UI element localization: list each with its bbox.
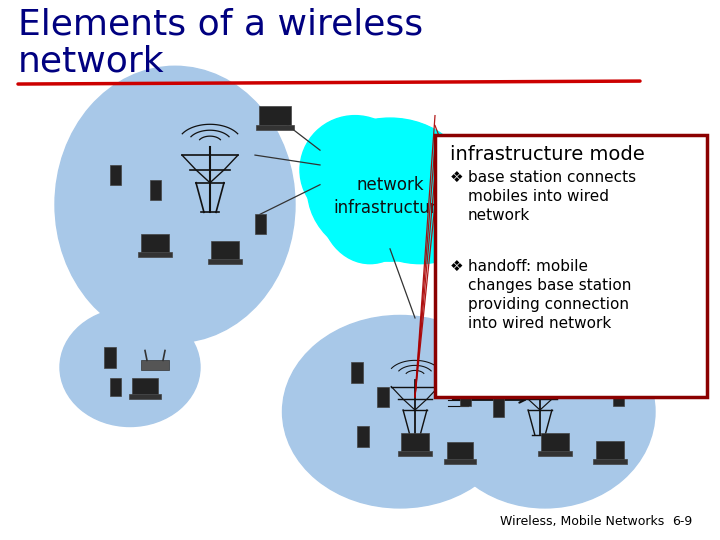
Bar xyxy=(401,434,429,451)
Ellipse shape xyxy=(320,145,420,264)
Bar xyxy=(254,214,266,234)
Bar xyxy=(109,377,120,396)
Bar xyxy=(613,388,624,406)
Text: Elements of a wireless: Elements of a wireless xyxy=(18,8,423,42)
Ellipse shape xyxy=(435,315,655,508)
Bar xyxy=(357,426,369,447)
Bar xyxy=(259,106,291,125)
Bar xyxy=(208,259,242,264)
Text: ❖: ❖ xyxy=(450,170,464,185)
Bar xyxy=(129,394,161,399)
Ellipse shape xyxy=(60,308,200,427)
Bar xyxy=(109,165,120,185)
Ellipse shape xyxy=(282,315,518,508)
Text: network
infrastructure: network infrastructure xyxy=(333,176,446,217)
Bar xyxy=(398,451,432,456)
Bar xyxy=(377,387,389,407)
Bar xyxy=(444,459,476,464)
Ellipse shape xyxy=(340,120,460,229)
Bar xyxy=(541,434,569,451)
Bar xyxy=(435,136,707,397)
Bar xyxy=(351,362,363,382)
Text: handoff: mobile
changes base station
providing connection
into wired network: handoff: mobile changes base station pro… xyxy=(468,259,631,332)
Bar xyxy=(104,347,116,368)
Ellipse shape xyxy=(300,116,410,224)
Text: base station connects
mobiles into wired
network: base station connects mobiles into wired… xyxy=(468,170,636,224)
Text: network: network xyxy=(18,44,165,78)
Bar xyxy=(496,357,508,377)
Bar xyxy=(256,125,294,131)
Ellipse shape xyxy=(355,165,485,264)
Text: Wireless, Mobile Networks: Wireless, Mobile Networks xyxy=(500,515,665,528)
Bar xyxy=(447,442,473,459)
Bar xyxy=(211,241,239,259)
Text: 6-9: 6-9 xyxy=(672,515,692,528)
Text: ❖: ❖ xyxy=(450,259,464,274)
Bar xyxy=(459,388,470,406)
Bar xyxy=(141,360,169,370)
Ellipse shape xyxy=(307,118,472,261)
Bar xyxy=(132,378,158,394)
Bar xyxy=(150,180,161,199)
Bar xyxy=(141,234,169,252)
Bar xyxy=(576,367,588,388)
Bar xyxy=(593,459,627,464)
Bar xyxy=(538,451,572,456)
Bar xyxy=(492,397,503,417)
Ellipse shape xyxy=(55,66,295,342)
Text: infrastructure mode: infrastructure mode xyxy=(450,145,644,164)
Bar xyxy=(596,441,624,459)
Bar xyxy=(138,252,172,256)
